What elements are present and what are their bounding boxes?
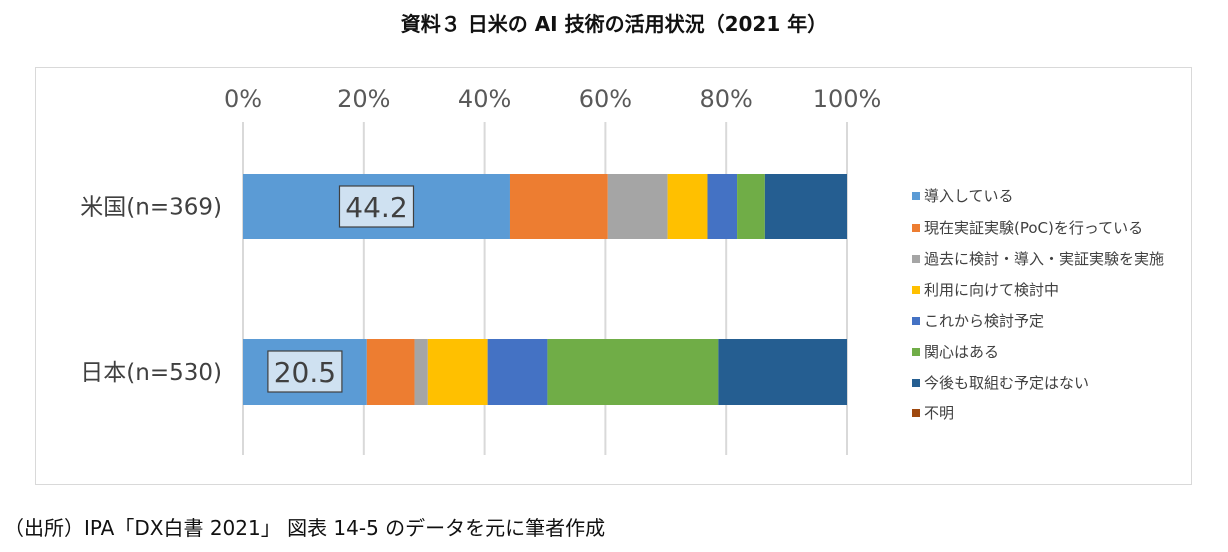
chart-title: 資料３ 日米の AI 技術の活用状況（2021 年）: [400, 12, 828, 36]
data-label-box: [267, 350, 343, 393]
bar-segment: [414, 339, 428, 405]
legend-swatch: [912, 285, 920, 294]
legend-label: これから検討予定: [924, 312, 1045, 330]
legend-label: 利用に向けて検討中: [924, 281, 1060, 299]
legend-label: 現在実証実験(PoC)を行っている: [924, 219, 1144, 237]
x-tick-label: 80%: [700, 85, 753, 113]
legend-item: 関心はある: [912, 341, 999, 362]
bar-segment: [718, 339, 847, 405]
data-label-box: [338, 185, 415, 228]
bar-segment: [509, 174, 608, 239]
x-tick-label: 100%: [813, 85, 882, 113]
legend-label: 導入している: [924, 187, 1014, 205]
category-label: 日本(n=530): [80, 360, 222, 386]
x-tick-label: 20%: [337, 85, 390, 113]
data-label: 44.2: [345, 191, 407, 224]
legend-item: 不明: [912, 402, 954, 423]
legend-item: これから検討予定: [912, 310, 1044, 331]
category-label: 米国(n=369): [80, 195, 222, 221]
legend-label: 不明: [924, 404, 955, 422]
legend-item: 導入している: [912, 185, 1014, 206]
bar-segment: [547, 339, 719, 405]
legend-swatch: [912, 378, 920, 387]
legend-swatch: [912, 347, 920, 356]
legend-item: 現在実証実験(PoC)を行っている: [912, 217, 1143, 238]
bar-segment: [707, 174, 738, 239]
bar-segment: [737, 174, 765, 239]
legend-item: 利用に向けて検討中: [912, 279, 1059, 300]
bar-segment: [607, 174, 668, 239]
legend-label: 今後も取組む予定はない: [924, 374, 1090, 392]
legend-label: 関心はある: [924, 343, 1000, 361]
legend-item: 過去に検討・導入・実証実験を実施: [912, 248, 1164, 269]
chart-frame: [35, 67, 1192, 485]
legend-swatch: [912, 254, 920, 263]
x-tick-label: 0%: [224, 85, 262, 113]
legend-label: 過去に検討・導入・実証実験を実施: [924, 250, 1165, 268]
bar-segment: [667, 174, 708, 239]
x-tick-label: 40%: [458, 85, 511, 113]
legend-swatch: [912, 191, 920, 200]
source-note: （出所）IPA「DX白書 2021」 図表 14-5 のデータを元に筆者作成: [4, 516, 606, 540]
bar-segment: [427, 339, 488, 405]
x-tick-label: 60%: [579, 85, 632, 113]
legend-item: 今後も取組む予定はない: [912, 372, 1089, 393]
bar-segment: [764, 174, 847, 239]
bar-segment: [487, 339, 548, 405]
legend-swatch: [912, 223, 920, 232]
data-label: 20.5: [274, 356, 336, 389]
legend-swatch: [912, 408, 920, 417]
bar-segment: [366, 339, 415, 405]
legend-swatch: [912, 316, 920, 325]
